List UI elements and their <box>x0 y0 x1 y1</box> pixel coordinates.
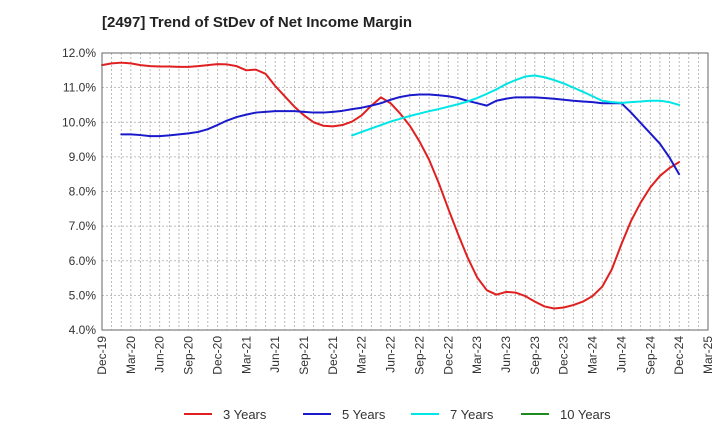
x-tick-label: Sep-20 <box>182 336 196 375</box>
x-tick-label: Dec-23 <box>557 336 571 375</box>
grid-lines <box>102 53 708 330</box>
series-lines <box>101 61 681 310</box>
x-tick-label: Sep-24 <box>643 336 657 375</box>
legend: 3 Years 5 Years 7 Years 10 Years <box>184 407 611 422</box>
x-tick-label: Jun-23 <box>499 336 513 373</box>
x-tick-label: Jun-24 <box>614 336 628 373</box>
x-tick-label: Sep-21 <box>297 336 311 375</box>
x-tick-label: Mar-24 <box>586 336 600 374</box>
chart-title: [2497] Trend of StDev of Net Income Marg… <box>102 14 413 31</box>
x-tick-label: Dec-20 <box>210 336 224 375</box>
y-tick-label: 10.0% <box>62 115 96 129</box>
x-tick-label: Jun-22 <box>384 336 398 373</box>
x-tick-label: Jun-21 <box>268 336 282 373</box>
x-tick-label: Sep-22 <box>412 336 426 375</box>
series-line-3-years <box>101 61 681 310</box>
legend-label-10-years: 10 Years <box>560 407 611 422</box>
x-tick-label: Mar-25 <box>701 336 715 374</box>
y-tick-label: 5.0% <box>69 288 97 302</box>
y-tick-label: 11.0% <box>63 81 96 95</box>
plot-area-border <box>101 52 709 331</box>
legend-label-3-years: 3 Years <box>223 407 267 422</box>
y-tick-label: 7.0% <box>69 219 97 233</box>
x-tick-label: Sep-23 <box>528 336 542 375</box>
y-axis-ticks: 4.0% 5.0% 6.0% 7.0% 8.0% 9.0% 10.0% 11.0% 12.0% <box>62 46 96 337</box>
x-tick-label: Mar-20 <box>124 336 138 374</box>
x-tick-label: Mar-22 <box>355 336 369 374</box>
legend-label-7-years: 7 Years <box>450 407 494 422</box>
series-line-5-years <box>120 93 681 176</box>
x-tick-label: Dec-21 <box>326 336 340 375</box>
x-tick-label: Mar-21 <box>239 336 253 374</box>
x-tick-label: Mar-23 <box>470 336 484 374</box>
y-tick-label: 4.0% <box>69 323 97 337</box>
y-tick-label: 12.0% <box>62 46 96 60</box>
y-tick-label: 9.0% <box>69 150 97 164</box>
x-tick-label: Dec-24 <box>672 336 686 375</box>
y-tick-label: 6.0% <box>69 254 97 268</box>
x-tick-label: Dec-19 <box>95 336 109 375</box>
legend-label-5-years: 5 Years <box>342 407 386 422</box>
series-line-7-years <box>351 74 681 137</box>
x-tick-label: Jun-20 <box>153 336 167 373</box>
y-tick-label: 8.0% <box>69 185 97 199</box>
x-tick-label: Dec-22 <box>441 336 455 375</box>
x-axis-ticks: Dec-19 Mar-20 Jun-20 Sep-20 Dec-20 Mar-21 Jun-… <box>95 336 715 375</box>
